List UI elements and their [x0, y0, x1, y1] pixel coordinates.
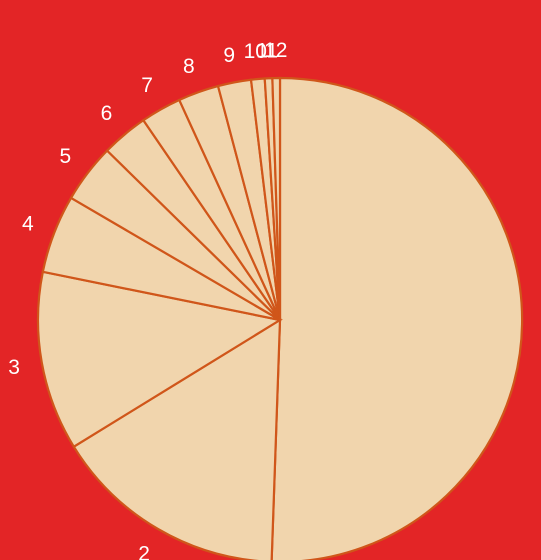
slice-labels: 123456789101112	[8, 39, 287, 560]
slice-label-10: 10	[244, 40, 267, 63]
slice-label-12: 12	[264, 39, 287, 62]
slice-label-2: 2	[138, 542, 150, 560]
pie-slice-3	[36, 270, 283, 449]
pie-slice-1	[270, 76, 524, 560]
slice-label-5: 5	[60, 145, 72, 168]
slice-label-8: 8	[183, 55, 195, 78]
slice-label-4: 4	[22, 213, 34, 236]
pie-slices	[36, 76, 524, 560]
slice-label-3: 3	[8, 356, 20, 379]
pie-slice-12	[271, 76, 282, 321]
slice-label-11: 11	[256, 39, 278, 62]
slice-label-7: 7	[141, 74, 153, 97]
slice-label-9: 9	[223, 44, 235, 67]
slice-label-6: 6	[101, 102, 113, 125]
